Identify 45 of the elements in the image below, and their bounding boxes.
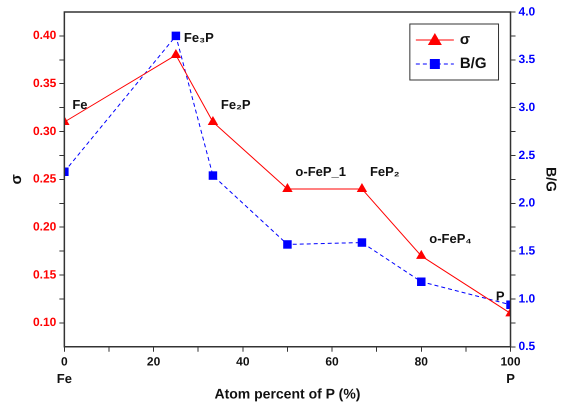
annotation: Fe₂P	[220, 97, 251, 112]
legend-label: σ	[460, 31, 470, 48]
point	[416, 250, 426, 259]
y2-tick-label: 1.5	[518, 243, 536, 258]
annotation: Fe	[72, 97, 88, 112]
point	[358, 238, 366, 247]
point	[282, 182, 293, 192]
x-tick-label: 0	[61, 354, 68, 368]
y2-tick-label: 4.0	[518, 4, 536, 18]
y2-tick-label: 2.0	[518, 196, 536, 210]
annotation: o-FeP_1	[295, 164, 346, 180]
y-tick-label: 0.30	[32, 124, 57, 138]
y2-tick-label: 3.5	[518, 52, 536, 66]
point	[283, 240, 292, 249]
text: P	[506, 370, 516, 386]
y2-axis-title: B/G	[544, 166, 560, 192]
x-tick-label: 60	[325, 354, 340, 368]
y-tick-label: 0.20	[32, 220, 57, 234]
x-tick-label: 100	[500, 354, 521, 368]
y-tick-label: 0.15	[32, 267, 57, 282]
y-axis-title: σ	[8, 174, 26, 185]
x-tick-label: 20	[146, 354, 161, 368]
x-axis-title: Atom percent of P (%)	[214, 385, 360, 402]
annotation: o-FeP₄	[429, 231, 472, 246]
y2-tick-label: 1.0	[518, 291, 536, 306]
point	[172, 32, 180, 40]
y2-tick-label: 3.0	[518, 100, 536, 114]
point	[417, 278, 426, 286]
point	[170, 49, 182, 58]
y-tick-label: 0.25	[32, 172, 57, 186]
annotation: FeP₂	[370, 164, 400, 180]
x-tick-label: 80	[414, 354, 428, 368]
point	[356, 182, 368, 192]
y-tick-label: 0.40	[32, 28, 57, 42]
text: Fe	[56, 370, 72, 386]
legend-label: B/G	[460, 55, 487, 72]
annotation: Fe₃P	[184, 30, 214, 46]
point	[208, 116, 218, 126]
x-tick-label: 40	[236, 354, 250, 368]
point	[208, 171, 218, 180]
y2-tick-label: 0.5	[518, 339, 536, 354]
annotation: P	[496, 288, 505, 304]
y-tick-label: 0.35	[32, 76, 57, 90]
y2-tick-label: 2.5	[518, 148, 536, 162]
y-tick-label: 0.10	[32, 315, 57, 330]
